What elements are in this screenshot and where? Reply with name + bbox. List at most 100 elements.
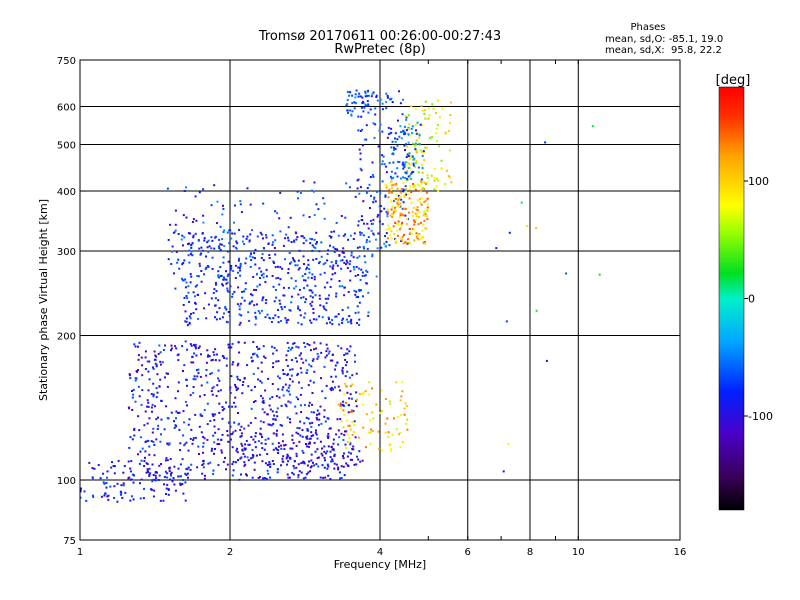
data-point [201, 414, 204, 417]
data-point [214, 348, 217, 351]
data-point [261, 408, 264, 411]
data-point [309, 237, 312, 240]
data-point [388, 400, 391, 403]
data-point [275, 277, 278, 280]
data-point [262, 399, 265, 402]
data-point [287, 390, 290, 393]
data-point [408, 162, 411, 165]
data-point [361, 101, 364, 104]
data-point [313, 238, 316, 241]
data-point [361, 219, 364, 221]
data-point [305, 416, 308, 419]
data-point [154, 479, 157, 482]
data-point [275, 410, 278, 413]
data-point [418, 233, 421, 235]
data-point [344, 364, 347, 367]
data-point [269, 463, 272, 466]
data-point [398, 90, 400, 93]
data-point [103, 482, 106, 485]
data-point [351, 447, 354, 450]
data-point [311, 244, 314, 247]
data-point [403, 233, 405, 236]
data-point [321, 447, 323, 450]
data-point [358, 92, 361, 95]
data-point [297, 197, 299, 200]
data-point [251, 300, 254, 303]
data-point [213, 184, 216, 187]
data-point [423, 112, 426, 115]
data-point [203, 477, 206, 480]
data-point [307, 442, 310, 445]
data-point [426, 218, 429, 221]
data-point [376, 247, 379, 250]
data-point [329, 244, 331, 247]
data-point [422, 214, 425, 217]
data-point [170, 263, 173, 265]
data-point [271, 234, 274, 237]
data-point [435, 185, 438, 187]
data-point [198, 247, 201, 250]
data-point [334, 248, 337, 250]
data-point [222, 261, 225, 264]
data-point [269, 466, 272, 468]
data-point [239, 429, 242, 431]
data-point [235, 389, 238, 391]
data-point [399, 214, 402, 217]
data-point [349, 393, 352, 396]
data-point [404, 171, 407, 174]
data-point [203, 409, 206, 411]
data-point [415, 151, 418, 154]
data-point [229, 392, 232, 394]
data-point [272, 241, 275, 244]
data-point [183, 236, 186, 239]
data-point [224, 456, 226, 459]
data-point [289, 309, 292, 312]
data-point [351, 409, 353, 412]
data-point [226, 281, 229, 284]
data-point [335, 463, 338, 466]
data-point [102, 481, 105, 484]
phase-legend: Phases mean, sd,O: -85.1, 19.0 mean, sd,… [605, 22, 723, 56]
data-point [404, 207, 407, 210]
data-point [238, 323, 241, 326]
data-point [389, 182, 392, 185]
data-point [176, 261, 179, 264]
data-point [177, 467, 180, 470]
legend-title: Phases [630, 22, 665, 33]
data-point [397, 199, 400, 202]
data-point [261, 436, 263, 438]
data-point [293, 240, 296, 243]
data-point [230, 346, 233, 349]
data-point [399, 446, 402, 449]
data-point [177, 258, 180, 261]
data-point [423, 109, 426, 112]
data-point [282, 372, 285, 375]
data-point [211, 268, 214, 270]
data-point [232, 245, 235, 248]
data-point [275, 360, 278, 363]
data-point [545, 359, 548, 362]
data-point [300, 386, 303, 389]
data-point [122, 482, 125, 485]
data-point [410, 105, 413, 108]
data-point [358, 318, 361, 321]
data-point [190, 243, 193, 246]
data-point [167, 493, 170, 496]
data-point [423, 210, 426, 213]
data-point [298, 267, 301, 269]
data-point [305, 239, 308, 242]
data-point [226, 463, 229, 466]
data-point [412, 162, 415, 165]
data-point [215, 394, 218, 397]
data-point [346, 370, 349, 373]
data-point [387, 431, 390, 434]
data-point [364, 92, 367, 95]
data-point [427, 117, 430, 120]
data-point [345, 430, 348, 433]
data-point [181, 234, 184, 237]
data-point [357, 311, 360, 314]
data-point [147, 389, 150, 392]
data-point [216, 438, 219, 441]
data-point [188, 242, 190, 245]
